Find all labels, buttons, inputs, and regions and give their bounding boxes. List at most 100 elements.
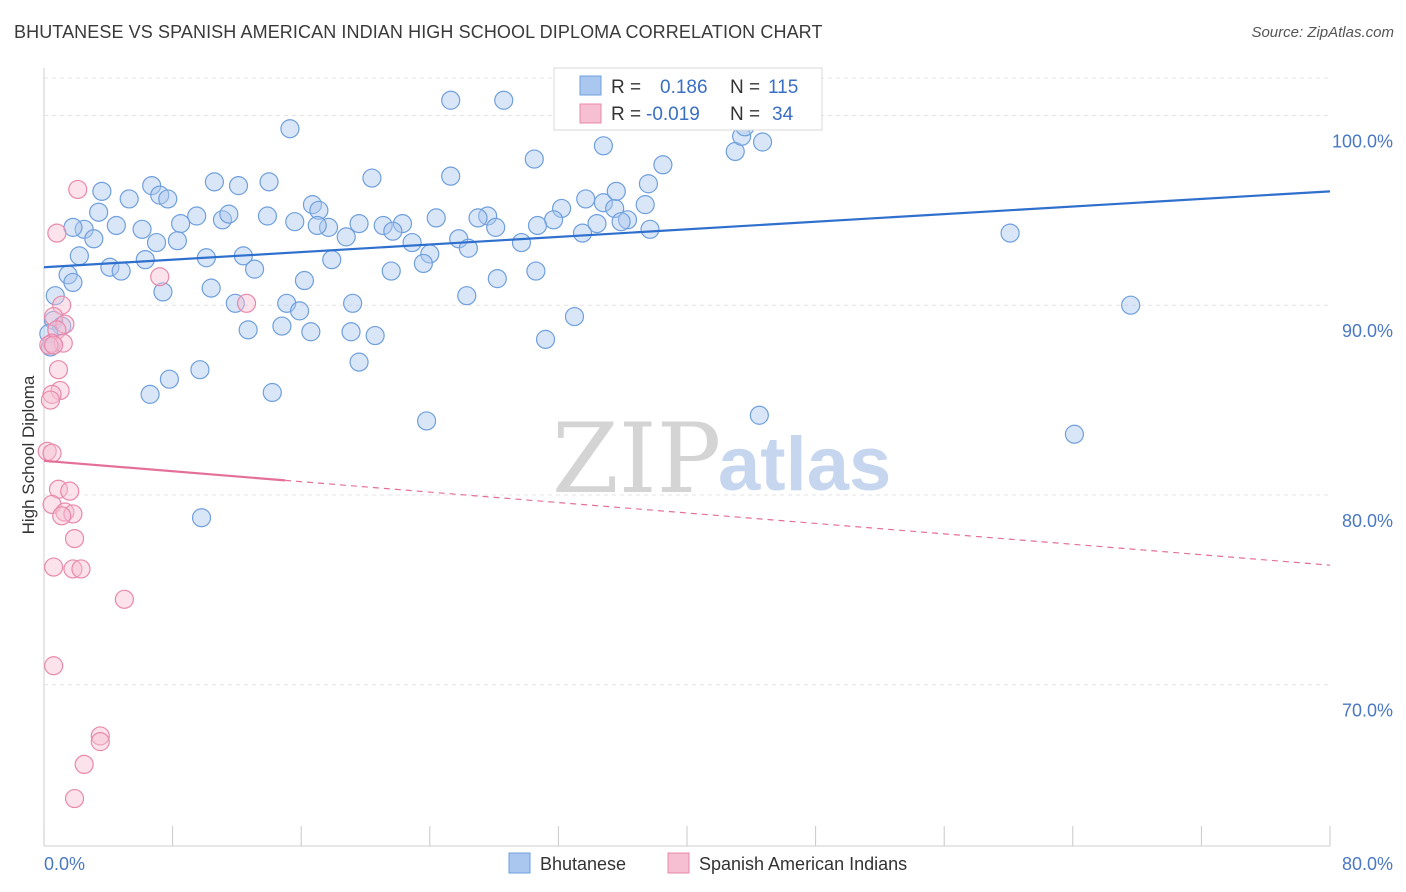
watermark-zip: ZIP xyxy=(552,403,721,515)
bhutanese-point xyxy=(752,132,773,152)
bhutanese-point xyxy=(238,320,258,340)
bhutanese-point xyxy=(280,119,300,139)
bhutanese-point xyxy=(309,200,329,220)
bhutanese-point xyxy=(219,204,239,224)
bhutanese-point xyxy=(611,212,631,232)
y-tick-label: 80.0% xyxy=(1342,511,1393,531)
bhutanese-point xyxy=(362,168,382,188)
bhutanese-point xyxy=(441,90,461,110)
bhutanese-point xyxy=(225,293,245,313)
bhutanese-point xyxy=(191,508,212,528)
bhutanese-point xyxy=(749,405,769,425)
bhutanese-point xyxy=(413,253,433,274)
bhutanese-point xyxy=(307,215,327,236)
bhutanese-point xyxy=(527,215,548,236)
bhutanese-point xyxy=(140,384,160,404)
spanish-american-indians-point xyxy=(52,506,72,526)
bhutanese-point xyxy=(294,270,315,291)
bhutanese-point xyxy=(336,227,356,247)
watermark-atlas: atlas xyxy=(718,422,891,507)
bhutanese-point xyxy=(458,238,478,258)
bhutanese-point xyxy=(119,189,139,209)
spanish-american-indians-point xyxy=(90,732,110,752)
bhutanese-point xyxy=(69,246,89,266)
source-label: Source: ZipAtlas.com xyxy=(1251,24,1394,41)
spanish-american-indians-point xyxy=(44,335,64,355)
bhutanese-point xyxy=(45,286,65,306)
trend-line-spanish-american-indians-solid xyxy=(43,459,286,482)
stats-legend: R = 0.186 N = 115 R = -0.019 N = 34 xyxy=(553,67,823,131)
spanish-american-indians-point xyxy=(64,528,85,549)
bhutanese-point xyxy=(1064,424,1085,444)
x-ticks xyxy=(43,826,1331,846)
bhutanese-point xyxy=(146,232,167,253)
trend-line-bhutanese xyxy=(43,190,1331,269)
stats-swatch-bhutanese xyxy=(579,75,602,96)
bhutanese-point xyxy=(426,208,446,228)
spanish-american-indians-point xyxy=(55,502,75,522)
bhutanese-point xyxy=(526,261,546,281)
stats-r-label-2: R = xyxy=(611,104,641,125)
trend-line-spanish-american-indians-dashed xyxy=(285,479,1331,566)
bhutanese-point xyxy=(564,306,585,327)
bhutanese-point xyxy=(84,229,104,249)
spanish-american-indians-point xyxy=(114,589,134,609)
bhutanese-point xyxy=(322,250,342,270)
series-spanish-american-indians xyxy=(37,179,257,809)
bhutanese-point xyxy=(63,217,83,237)
bhutanese-point xyxy=(381,261,401,281)
bhutanese-point xyxy=(478,206,498,226)
stats-r-value-2: -0.019 xyxy=(646,104,700,125)
bhutanese-point xyxy=(343,293,363,313)
spanish-american-indians-point xyxy=(74,754,94,775)
bhutanese-point xyxy=(457,286,477,306)
bhutanese-point xyxy=(159,369,179,389)
bhutanese-point xyxy=(272,316,292,336)
spanish-american-indians-point xyxy=(44,656,64,676)
bhutanese-point xyxy=(301,322,321,342)
spanish-american-indians-point xyxy=(52,295,72,315)
bhutanese-point xyxy=(640,219,660,239)
bhutanese-point xyxy=(1000,223,1020,243)
trend-lines xyxy=(43,190,1331,566)
stats-r-label-1: R = xyxy=(611,77,641,98)
bhutanese-point xyxy=(171,214,191,234)
stats-n-label-1: N = xyxy=(730,77,760,98)
bhutanese-point xyxy=(494,90,514,110)
bhutanese-point xyxy=(262,382,282,403)
bhutanese-point xyxy=(204,172,224,192)
bhutanese-point xyxy=(259,172,279,192)
spanish-american-indians-point xyxy=(42,443,62,463)
bhutanese-point xyxy=(383,221,403,241)
gridlines xyxy=(44,77,1330,686)
spanish-american-indians-point xyxy=(150,267,170,287)
bhutanese-point xyxy=(1121,295,1141,315)
y-tick-label: 90.0% xyxy=(1342,321,1393,341)
bhutanese-point xyxy=(289,301,310,321)
bhutanese-point xyxy=(486,217,506,237)
bhutanese-point xyxy=(468,208,488,228)
bhutanese-point xyxy=(606,181,626,201)
bhutanese-point xyxy=(373,215,393,236)
bhutanese-point xyxy=(135,250,155,270)
spanish-american-indians-point xyxy=(90,726,110,746)
stats-r-value-1: 0.186 xyxy=(660,77,708,98)
bottom-legend: Bhutanese Spanish American Indians xyxy=(508,852,907,874)
bhutanese-point xyxy=(653,155,673,175)
bhutanese-point xyxy=(635,195,655,215)
bhutanese-point xyxy=(341,322,361,342)
bhutanese-point xyxy=(593,193,614,213)
bhutanese-point xyxy=(257,206,278,226)
stats-swatch-spanish-american-indians xyxy=(579,103,602,124)
spanish-american-indians-point xyxy=(64,788,85,809)
bhutanese-point xyxy=(572,223,593,243)
bhutanese-point xyxy=(187,206,207,226)
stats-n-label-2: N = xyxy=(730,104,760,125)
bhutanese-point xyxy=(593,136,614,156)
bhutanese-point xyxy=(402,232,422,253)
bhutanese-point xyxy=(201,278,221,298)
spanish-american-indians-point xyxy=(47,223,67,243)
spanish-american-indians-point xyxy=(71,559,91,579)
bhutanese-point xyxy=(285,212,305,232)
